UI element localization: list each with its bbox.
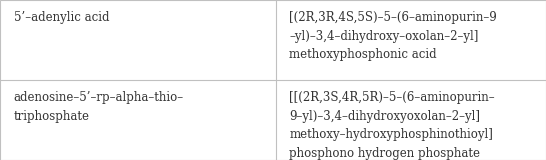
Text: [[(2R,3S,4R,5R)–5–(6–aminopurin–
9–yl)–3,4–dihydroxyoxolan–2–yl]
methoxy–hydroxy: [[(2R,3S,4R,5R)–5–(6–aminopurin– 9–yl)–3… (289, 91, 495, 160)
Text: 5’–adenylic acid: 5’–adenylic acid (14, 11, 109, 24)
Text: [(2R,3R,4S,5S)–5–(6–aminopurin–9
–yl)–3,4–dihydroxy–oxolan–2–yl]
methoxyphosphon: [(2R,3R,4S,5S)–5–(6–aminopurin–9 –yl)–3,… (289, 11, 497, 61)
Text: adenosine–5’–rp–alpha–thio–
triphosphate: adenosine–5’–rp–alpha–thio– triphosphate (14, 91, 184, 123)
